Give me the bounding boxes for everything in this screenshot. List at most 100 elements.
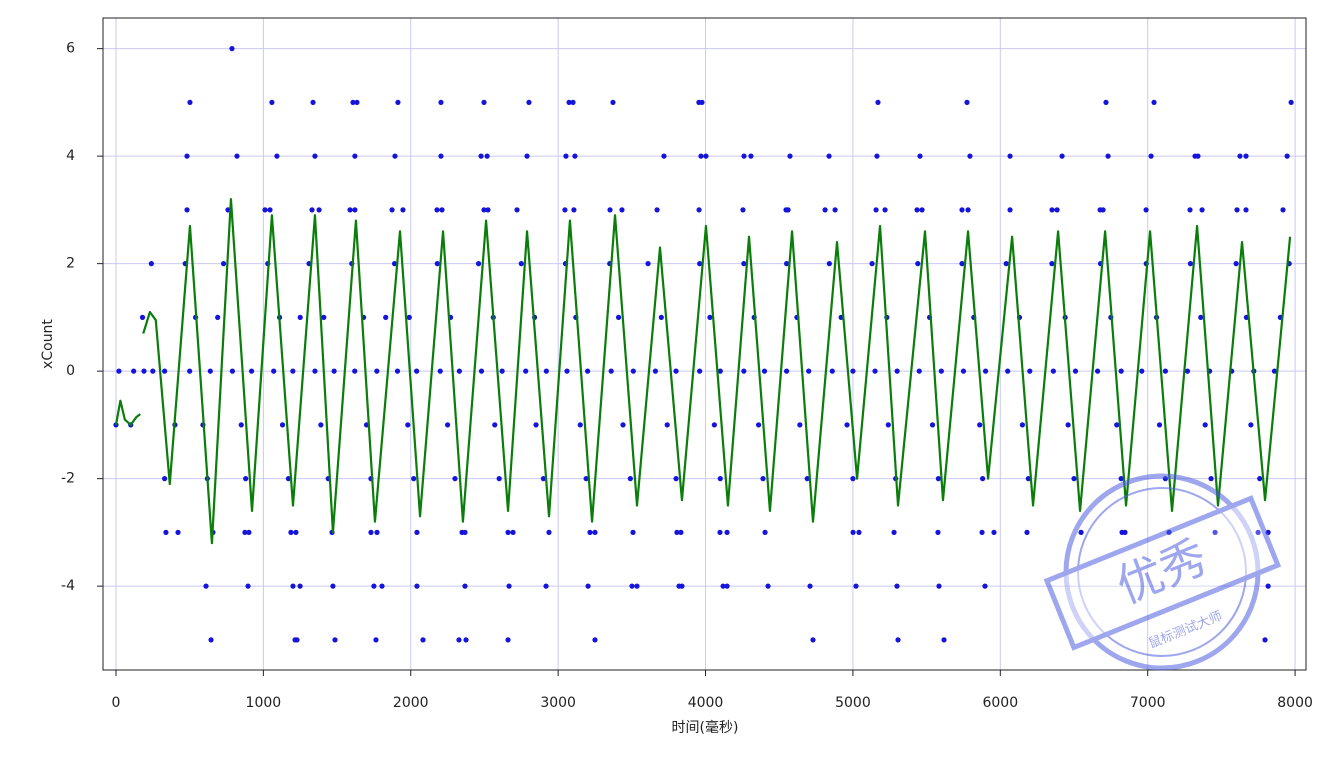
point xyxy=(697,368,703,374)
point xyxy=(297,583,303,589)
point xyxy=(850,368,856,374)
point xyxy=(1233,261,1239,267)
point xyxy=(634,583,640,589)
point xyxy=(1007,153,1013,159)
point xyxy=(832,207,838,213)
point xyxy=(294,637,300,643)
point xyxy=(297,314,303,320)
point xyxy=(916,368,922,374)
point xyxy=(543,583,549,589)
point xyxy=(785,207,791,213)
point xyxy=(389,207,395,213)
point xyxy=(699,99,705,105)
point xyxy=(1271,368,1278,374)
point xyxy=(724,529,730,535)
point xyxy=(850,529,856,535)
point xyxy=(462,529,468,535)
point xyxy=(484,153,490,159)
y-tick-label: 0 xyxy=(66,363,75,379)
point xyxy=(717,368,723,374)
point xyxy=(1025,476,1031,482)
point xyxy=(698,153,704,159)
point xyxy=(526,99,532,105)
point xyxy=(935,476,942,482)
point xyxy=(481,99,487,105)
point xyxy=(478,368,485,374)
point xyxy=(696,207,702,213)
point xyxy=(1288,99,1294,105)
point xyxy=(761,368,768,374)
point xyxy=(203,583,209,589)
point xyxy=(762,529,768,535)
point xyxy=(895,637,901,643)
point xyxy=(229,368,236,374)
point xyxy=(891,529,897,535)
point xyxy=(184,207,190,213)
point xyxy=(207,368,213,374)
point xyxy=(414,529,420,535)
point xyxy=(1265,583,1271,589)
point xyxy=(608,368,614,374)
point xyxy=(1184,368,1191,374)
point xyxy=(935,529,941,535)
point xyxy=(826,153,832,159)
point xyxy=(562,207,568,213)
point xyxy=(869,261,875,267)
point xyxy=(540,476,547,482)
point xyxy=(312,368,318,374)
x-tick-label: 4000 xyxy=(688,695,724,711)
point xyxy=(150,368,156,374)
point xyxy=(917,153,923,159)
point xyxy=(414,583,420,589)
point xyxy=(853,583,859,589)
point xyxy=(332,637,338,643)
x-tick-label: 7000 xyxy=(1130,695,1166,711)
point xyxy=(1280,207,1286,213)
point xyxy=(741,368,747,374)
point xyxy=(352,207,358,213)
point xyxy=(543,368,549,374)
point xyxy=(982,368,989,374)
point xyxy=(697,261,703,267)
y-axis-label: xCount xyxy=(40,319,56,369)
point xyxy=(1027,368,1033,374)
point xyxy=(420,637,426,643)
point xyxy=(619,207,625,213)
point xyxy=(175,529,181,535)
point xyxy=(1007,207,1013,213)
point xyxy=(274,153,280,159)
point xyxy=(352,153,358,159)
point xyxy=(1054,207,1060,213)
x-tick-label: 2000 xyxy=(393,695,429,711)
point xyxy=(707,314,713,320)
point xyxy=(271,368,277,374)
point xyxy=(1049,207,1055,213)
point xyxy=(347,207,353,213)
point xyxy=(882,207,888,213)
point xyxy=(162,368,168,374)
point xyxy=(414,368,420,374)
point xyxy=(1257,476,1263,482)
point xyxy=(116,368,122,374)
point xyxy=(245,583,251,589)
point xyxy=(1019,422,1026,428)
point xyxy=(368,529,374,535)
point xyxy=(894,368,900,374)
point xyxy=(592,637,598,643)
point xyxy=(1005,368,1011,374)
point xyxy=(661,153,667,159)
point xyxy=(563,153,569,159)
point xyxy=(571,207,577,213)
point xyxy=(238,422,244,428)
point xyxy=(1078,529,1084,535)
point xyxy=(374,529,380,535)
point xyxy=(371,583,377,589)
x-tick-label: 6000 xyxy=(982,695,1018,711)
stamp-box xyxy=(1043,495,1282,651)
point xyxy=(804,476,810,482)
point xyxy=(570,99,576,105)
point xyxy=(741,261,747,267)
point xyxy=(1139,368,1145,374)
point xyxy=(965,207,971,213)
